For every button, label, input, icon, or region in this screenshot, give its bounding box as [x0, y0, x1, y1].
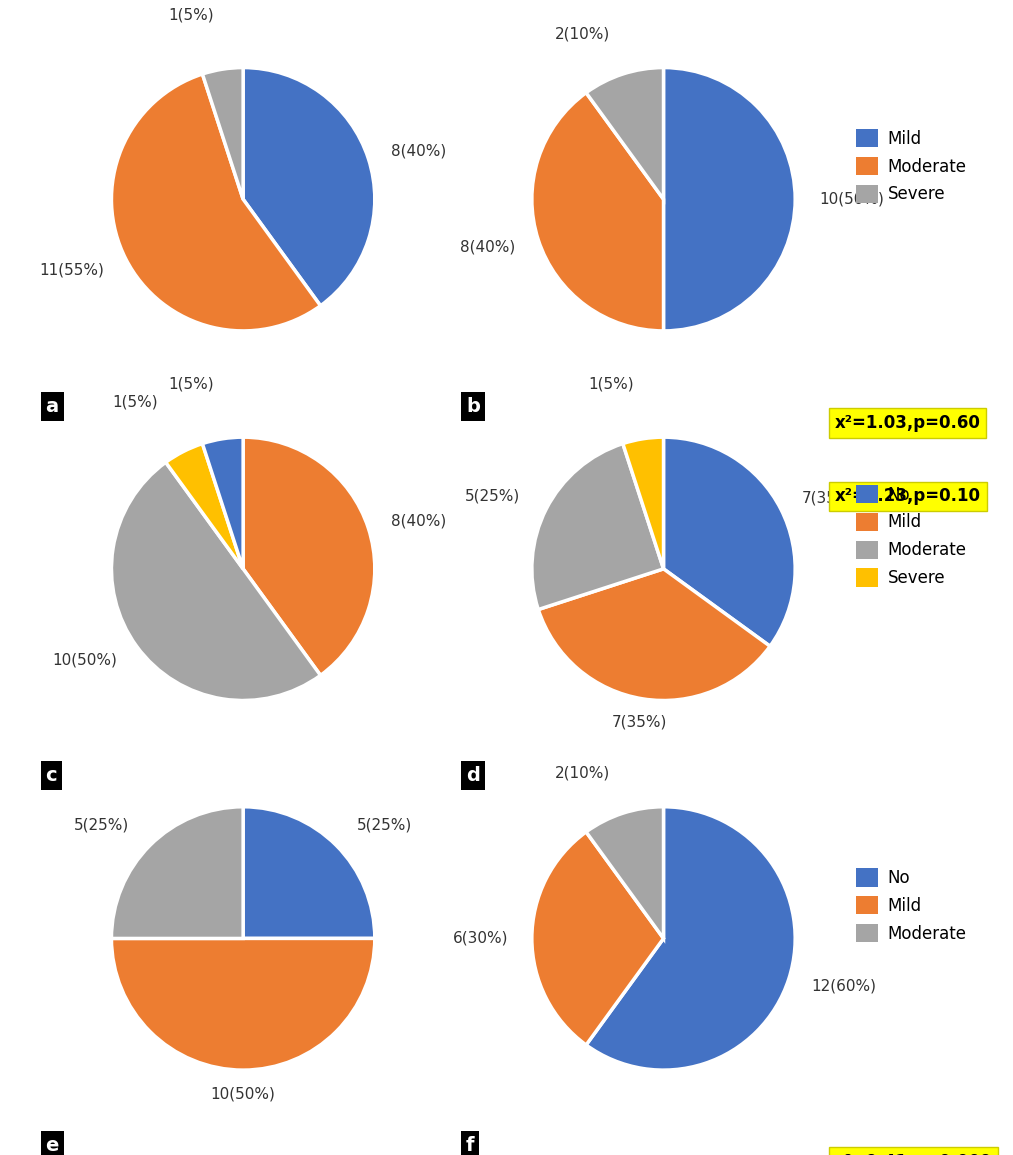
Text: e: e — [46, 1137, 59, 1155]
Wedge shape — [243, 68, 375, 306]
Text: 11(55%): 11(55%) — [40, 262, 104, 277]
Text: x²=1.03,p=0.60: x²=1.03,p=0.60 — [835, 415, 981, 432]
Wedge shape — [166, 444, 243, 569]
Text: x²=9.41,p=0.009: x²=9.41,p=0.009 — [835, 1154, 993, 1155]
Wedge shape — [203, 438, 243, 569]
Wedge shape — [111, 74, 320, 330]
Wedge shape — [587, 806, 664, 938]
Text: 5(25%): 5(25%) — [465, 489, 521, 504]
Text: 5(25%): 5(25%) — [74, 818, 130, 833]
Text: 1(5%): 1(5%) — [168, 377, 214, 392]
Wedge shape — [538, 569, 770, 700]
Legend: No, Mild, Moderate: No, Mild, Moderate — [856, 869, 966, 942]
Text: 7(35%): 7(35%) — [612, 715, 667, 730]
Text: 2(10%): 2(10%) — [554, 766, 610, 781]
Wedge shape — [111, 938, 375, 1070]
Text: a: a — [46, 396, 59, 416]
Text: 12(60%): 12(60%) — [811, 979, 876, 994]
Text: d: d — [466, 767, 480, 785]
Text: 1(5%): 1(5%) — [168, 7, 214, 22]
Wedge shape — [587, 806, 795, 1070]
Text: 2(10%): 2(10%) — [554, 27, 610, 42]
Text: 6(30%): 6(30%) — [453, 931, 509, 946]
Text: 5(25%): 5(25%) — [357, 818, 412, 833]
Wedge shape — [243, 806, 375, 938]
Wedge shape — [243, 438, 375, 676]
Text: f: f — [466, 1137, 474, 1155]
Text: 7(35%): 7(35%) — [802, 491, 857, 506]
Text: 8(40%): 8(40%) — [391, 143, 446, 158]
Text: 8(40%): 8(40%) — [391, 513, 446, 528]
Text: 10(50%): 10(50%) — [53, 653, 118, 668]
Legend: No, Mild, Moderate, Severe: No, Mild, Moderate, Severe — [856, 485, 966, 587]
Wedge shape — [532, 444, 664, 610]
Wedge shape — [664, 68, 795, 330]
Wedge shape — [587, 68, 664, 199]
Wedge shape — [664, 438, 795, 647]
Text: b: b — [466, 396, 480, 416]
Wedge shape — [532, 92, 664, 330]
Text: c: c — [46, 767, 58, 785]
Text: 8(40%): 8(40%) — [461, 240, 516, 255]
Text: 10(50%): 10(50%) — [211, 1087, 276, 1102]
Text: x²=6.23,p=0.10: x²=6.23,p=0.10 — [835, 487, 981, 506]
Text: 1(5%): 1(5%) — [112, 395, 158, 410]
Wedge shape — [203, 68, 243, 199]
Wedge shape — [623, 438, 664, 569]
Wedge shape — [532, 832, 664, 1045]
Text: 10(50%): 10(50%) — [819, 192, 883, 207]
Legend: Mild, Moderate, Severe: Mild, Moderate, Severe — [856, 129, 966, 203]
Wedge shape — [111, 806, 243, 938]
Wedge shape — [111, 462, 320, 700]
Text: 1(5%): 1(5%) — [589, 377, 634, 392]
